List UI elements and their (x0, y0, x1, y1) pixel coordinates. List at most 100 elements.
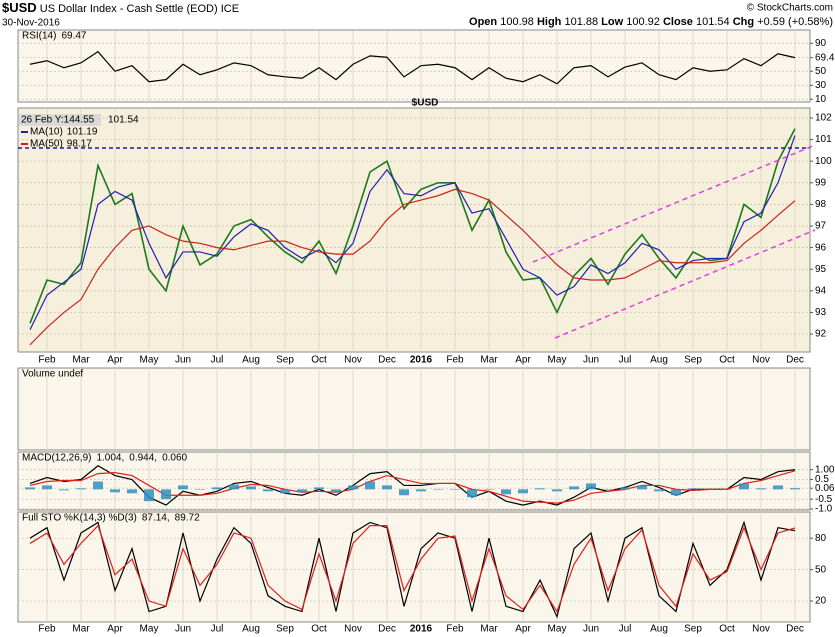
indicator-line (29, 188, 796, 346)
histogram-bar (535, 488, 545, 490)
x-tick-label: Sep (276, 355, 294, 366)
channel-upper (532, 144, 816, 263)
symbol: $USD (2, 0, 37, 15)
indicator-line (29, 135, 796, 331)
histogram-bar (76, 488, 86, 490)
x-tick-label: Jul (211, 624, 224, 635)
histogram-bar (229, 484, 239, 490)
x-tick-label: Dec (378, 624, 396, 635)
y-tick-label: 30 (815, 80, 827, 91)
indicator-line (29, 520, 796, 619)
histogram-bar (518, 489, 528, 494)
y-tick-label: 100 (815, 156, 832, 167)
panel-background (17, 107, 811, 353)
y-tick-label: 102 (815, 113, 832, 124)
open-label: Open (469, 16, 497, 28)
x-tick-label: Jul (619, 624, 632, 635)
x-tick-label: Jul (211, 355, 224, 366)
close: 101.54 (696, 16, 730, 28)
y-tick-label: 96 (815, 242, 827, 253)
histogram-bar (195, 489, 205, 490)
y-tick-label: 10 (815, 94, 827, 105)
x-tick-label: Mar (72, 355, 90, 366)
histogram-bar (178, 485, 188, 490)
y-tick-label: 50 (815, 564, 827, 575)
histogram-bar (586, 483, 596, 490)
change-label: Chg (733, 16, 754, 28)
y-tick-label: 94 (815, 285, 827, 296)
panel-label: Full STO %K(14,3) %D(3) (22, 513, 137, 524)
y-tick-label: 97 (815, 221, 827, 232)
x-tick-label: Dec (786, 624, 804, 635)
last-value: 101.54 (108, 115, 139, 126)
x-tick-label: Feb (446, 624, 464, 635)
x-tick-label: Oct (311, 624, 327, 635)
y-tick-label: 0.5 (815, 474, 829, 485)
histogram-bar (416, 489, 426, 492)
histogram-bar (467, 489, 477, 498)
change: +0.59 (+0.58%) (757, 16, 833, 28)
x-tick-label: Jun (175, 355, 191, 366)
open: 100.98 (500, 16, 534, 28)
symbol-name: US Dollar Index - Cash Settle (EOD) (40, 3, 218, 15)
watermark: © StockCharts.com (747, 3, 833, 14)
histogram-bar (127, 489, 137, 494)
y-tick-label: 0.06 (815, 483, 835, 494)
x-tick-label: Nov (752, 624, 770, 635)
y-tick-label: 80 (815, 533, 827, 544)
histogram-bar (161, 489, 171, 500)
chart-title: $USD US Dollar Index - Cash Settle (EOD)… (2, 0, 239, 15)
legend-value: 101.19 (67, 127, 98, 138)
legend-value: 0.060 (162, 453, 187, 464)
histogram-bar (348, 485, 358, 490)
x-tick-label: Sep (684, 355, 702, 366)
legend-label: MA(10) (30, 127, 63, 138)
histogram-bar (246, 486, 256, 490)
x-tick-label: Aug (650, 355, 668, 366)
indicator-line (29, 465, 796, 506)
histogram-bar (705, 489, 715, 490)
histogram-bar (110, 489, 120, 493)
panels: 90 69.4 50 30 10 RSI(14) 69.47 92 93 94 95 96 97 98 99… (17, 29, 835, 635)
x-tick-label: May (140, 624, 159, 635)
histogram-bar (790, 488, 800, 490)
x-tick-label: Oct (311, 355, 327, 366)
x-tick-label: Nov (344, 355, 362, 366)
histogram-bar (688, 488, 698, 490)
panel-label: Volume undef (22, 369, 83, 380)
histogram-bar (25, 487, 35, 490)
histogram-bar (263, 489, 273, 492)
channel-lower (554, 229, 816, 339)
legend-value: 98.17 (67, 139, 92, 150)
y-tick-label: 99 (815, 177, 827, 188)
y-tick-label: 90 (815, 38, 827, 49)
x-tick-label: May (548, 355, 567, 366)
x-tick-label: May (140, 355, 159, 366)
y-tick-label: 101 (815, 134, 832, 145)
x-tick-label: Sep (684, 624, 702, 635)
histogram-bar (144, 489, 154, 502)
x-tick-label: Nov (344, 624, 362, 635)
chart-annotation: $USD (412, 98, 439, 109)
indicator-line (29, 470, 796, 504)
x-tick-label: Mar (480, 624, 498, 635)
date: 30-Nov-2016 (2, 18, 60, 29)
histogram-bar (314, 487, 324, 490)
panel-background (17, 367, 811, 451)
legend-value: 1.004, (96, 453, 124, 464)
y-tick-label: 1.00 (815, 464, 835, 475)
x-tick-label: Feb (446, 355, 464, 366)
histogram-bar (331, 489, 341, 493)
x-tick-label: Apr (515, 355, 531, 366)
y-tick-label: 92 (815, 329, 827, 340)
histogram-bar (212, 487, 222, 490)
x-tick-label: Apr (107, 355, 123, 366)
x-tick-label: Mar (72, 624, 90, 635)
y-tick-label: 50 (815, 66, 827, 77)
histogram-bar (450, 489, 460, 490)
legend-label: MA(50) (30, 139, 63, 150)
indicator-line (29, 524, 796, 613)
histogram-bar (484, 489, 494, 490)
histogram-bar (42, 485, 52, 490)
